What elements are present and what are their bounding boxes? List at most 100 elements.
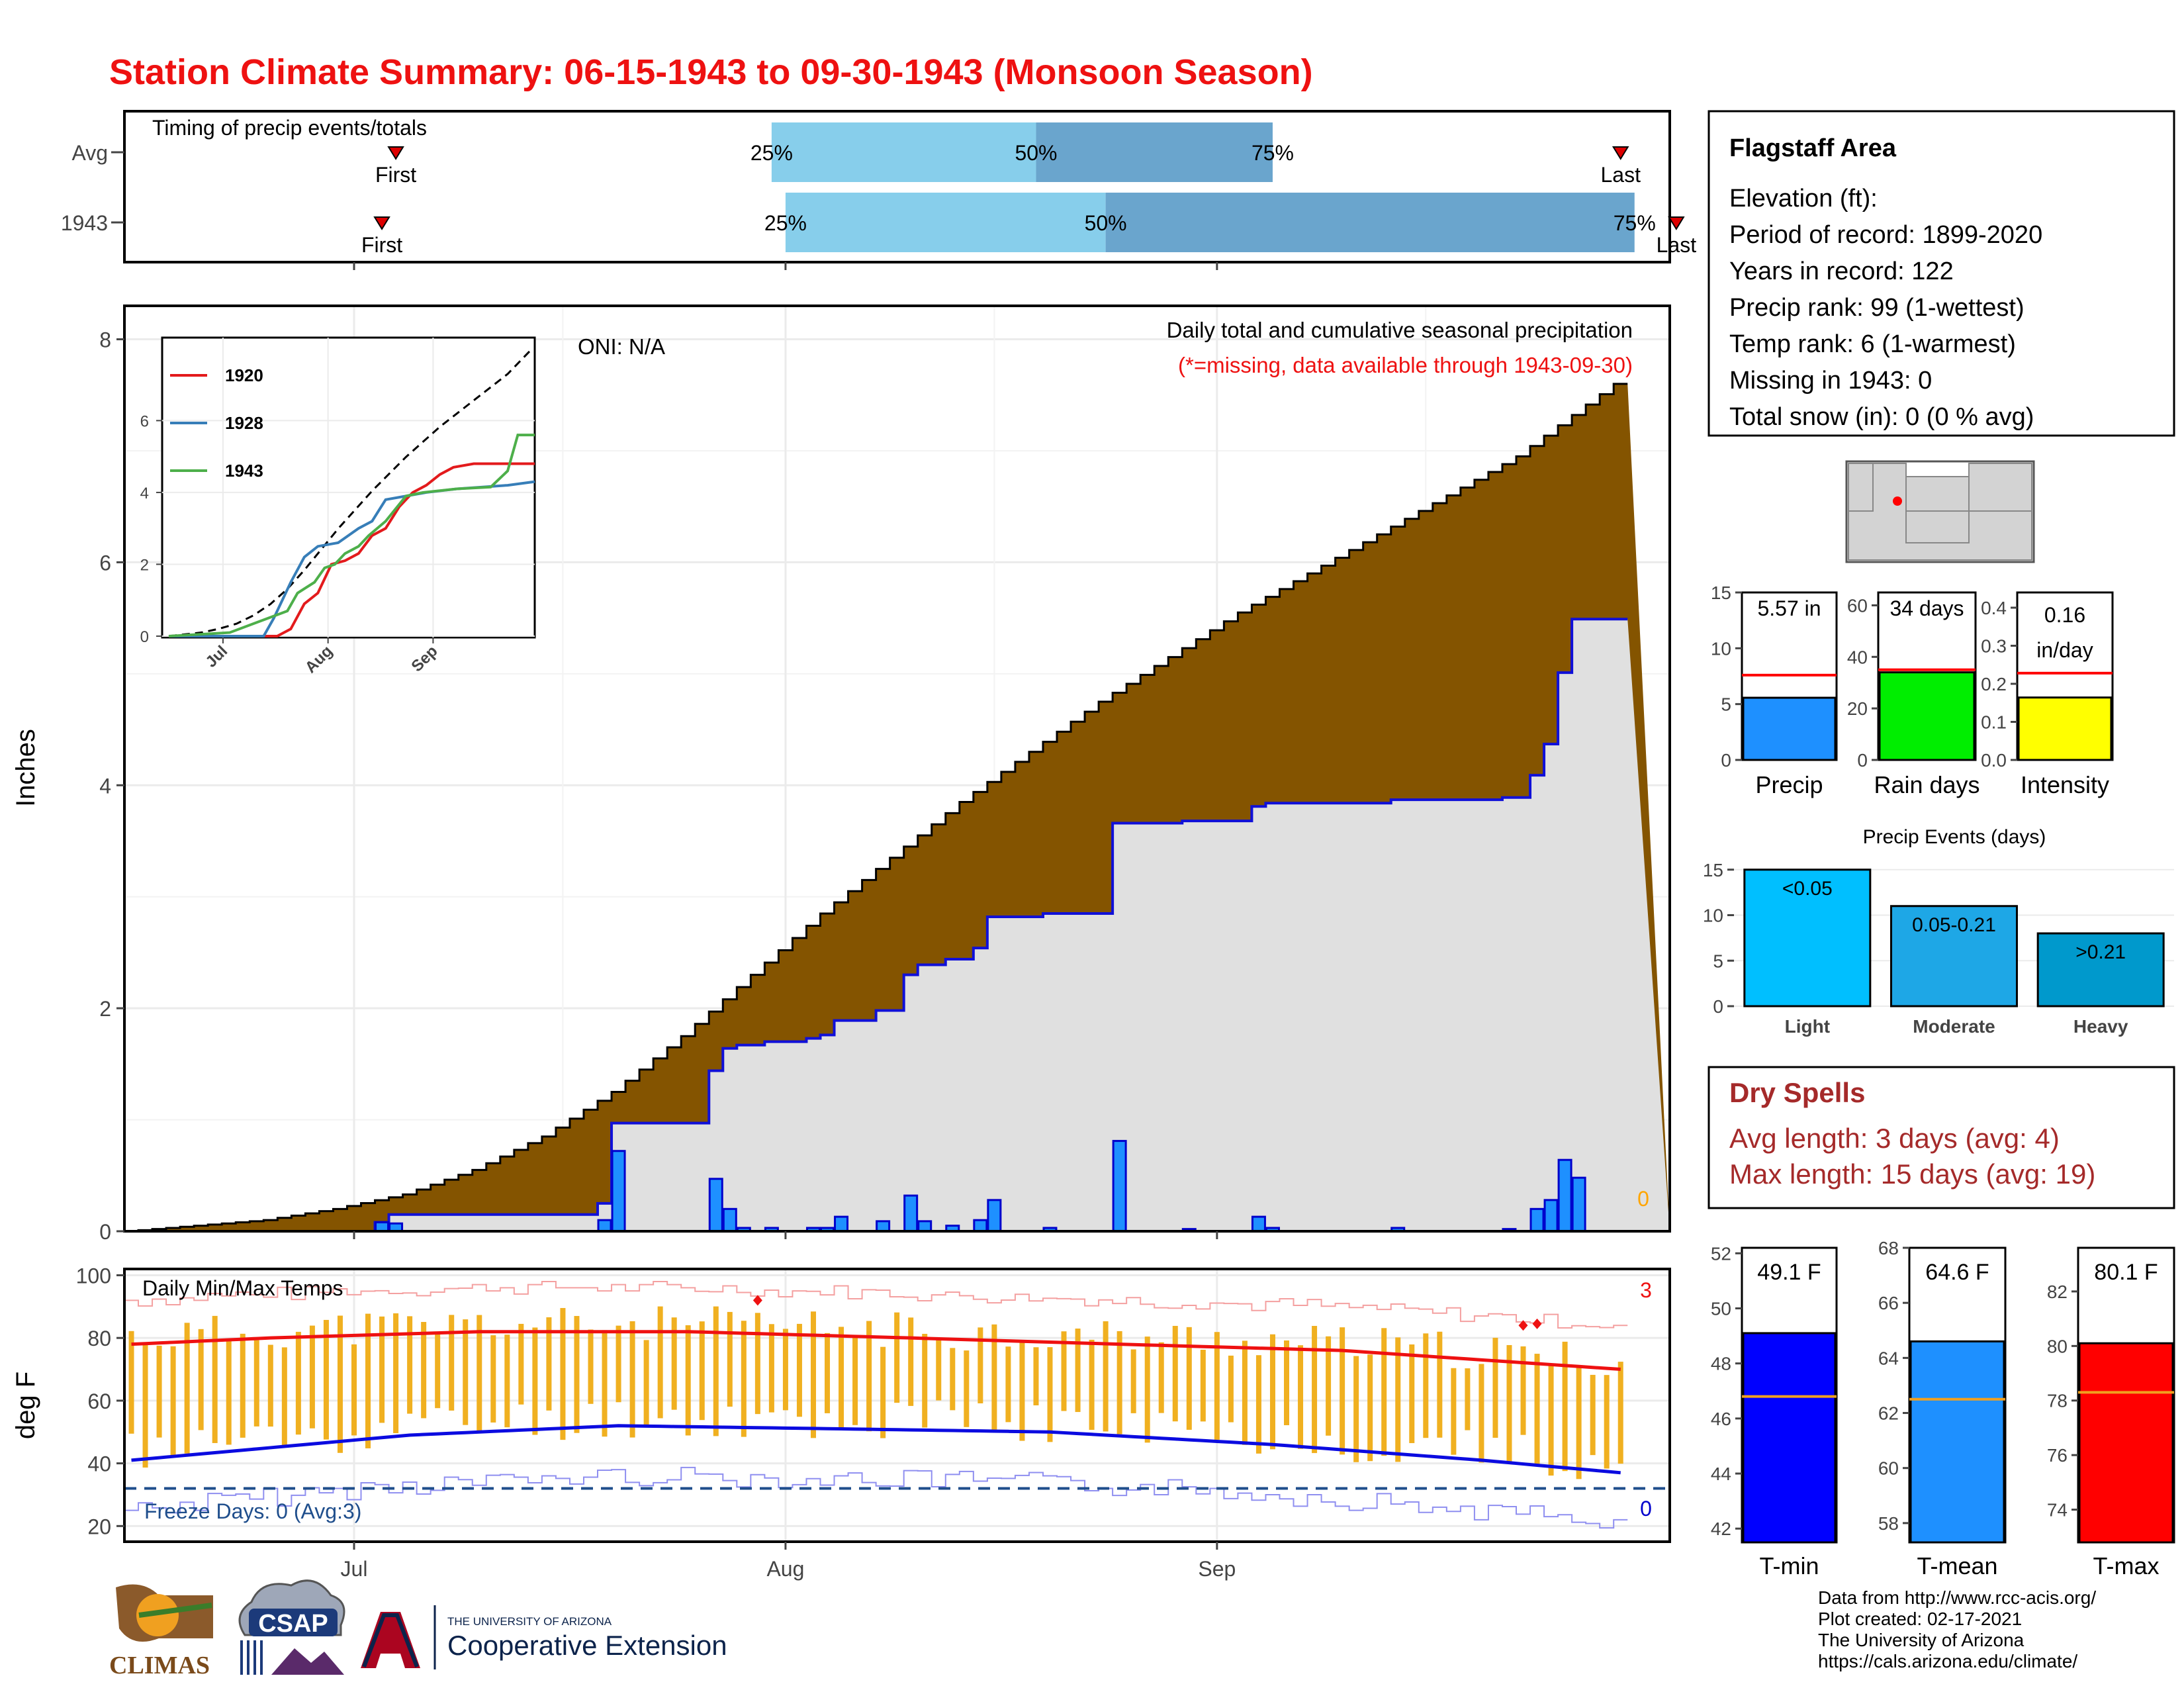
daily-temp-bar bbox=[1047, 1347, 1053, 1442]
daily-temp-bar bbox=[1019, 1341, 1025, 1441]
daily-temp-bar bbox=[950, 1348, 956, 1411]
temperature-panel: 20 40 60 80 100 Jul Aug Sep deg F Daily Min/Max… bbox=[11, 1264, 1671, 1581]
temp-summary-tick-label: 80 bbox=[2047, 1336, 2068, 1356]
temp-summary-label: T-min bbox=[1760, 1552, 1819, 1579]
temp-summary-tick-label: 76 bbox=[2047, 1445, 2068, 1466]
inset-avg-line bbox=[168, 348, 532, 637]
precip-event-category: Heavy bbox=[2073, 1016, 2128, 1037]
station-info-line: Elevation (ft): bbox=[1729, 185, 1878, 212]
summary-tick-label: 0.1 bbox=[1981, 712, 2007, 733]
precip-series bbox=[124, 383, 1670, 1233]
daily-temp-bar bbox=[1506, 1344, 1512, 1463]
university-of-arizona-logo: THE UNIVERSITY OF ARIZONA Cooperative Ex… bbox=[361, 1605, 727, 1669]
precip-y-tick-label: 6 bbox=[99, 551, 111, 575]
daily-temp-bar bbox=[1005, 1346, 1011, 1423]
daily-precip-bar bbox=[708, 1178, 723, 1233]
record-low-count: 0 bbox=[1640, 1497, 1652, 1521]
daily-temp-bar bbox=[393, 1313, 399, 1433]
daily-temp-bar bbox=[1116, 1331, 1122, 1434]
temp-y-tick-label: 60 bbox=[87, 1389, 111, 1413]
temp-x-tick-label: Jul bbox=[341, 1557, 368, 1581]
station-info-line: Temp rank: 6 (1-warmest) bbox=[1729, 330, 2016, 358]
daily-temp-bar bbox=[727, 1311, 733, 1407]
summary-bar-intensity bbox=[2017, 696, 2113, 761]
daily-temp-bar bbox=[1130, 1349, 1136, 1413]
daily-temp-bar bbox=[908, 1317, 914, 1406]
station-info-line: Missing in 1943: 0 bbox=[1729, 367, 1932, 395]
events-tick-label: 5 bbox=[1713, 951, 1723, 971]
summary-tick-label: 15 bbox=[1711, 583, 1731, 603]
daily-temp-bar bbox=[1255, 1355, 1261, 1454]
daily-temp-bar bbox=[671, 1317, 677, 1410]
timing-rows: Avg 25% 50% 75% First Last 1943 25% 50% 75% First L… bbox=[61, 122, 1696, 270]
first-event-label: First bbox=[361, 233, 402, 257]
daily-temp-bar bbox=[1269, 1334, 1275, 1450]
precip-event-bar-label: 0.05-0.21 bbox=[1912, 914, 1996, 936]
ua-logo-big-text: Cooperative Extension bbox=[447, 1630, 727, 1661]
daily-temp-bar bbox=[435, 1333, 441, 1409]
daily-temp-bar bbox=[1089, 1339, 1095, 1430]
temp-summary-label: T-mean bbox=[1917, 1552, 1997, 1579]
precip-annotation: Daily total and cumulative seasonal prec… bbox=[1167, 318, 1633, 342]
precip-event-bar-label: >0.21 bbox=[2075, 941, 2126, 963]
temp-summary-tick-label: 50 bbox=[1711, 1298, 1731, 1319]
events-tick-label: 10 bbox=[1703, 906, 1723, 926]
ua-logo-small-text: THE UNIVERSITY OF ARIZONA bbox=[447, 1615, 612, 1628]
daily-temp-bar bbox=[1617, 1362, 1623, 1464]
daily-temp-bar bbox=[184, 1323, 190, 1454]
dry-spells-avg: Avg length: 3 days (avg: 4) bbox=[1729, 1123, 2060, 1154]
daily-temp-bar bbox=[365, 1313, 371, 1448]
daily-temp-bar bbox=[309, 1325, 315, 1429]
daily-temp-bar bbox=[267, 1344, 273, 1427]
dry-spells-box: Dry Spells Avg length: 3 days (avg: 4) M… bbox=[1707, 1066, 2175, 1209]
daily-temp-bar bbox=[1186, 1327, 1192, 1430]
precip-missing-note: (*=missing, data available through 1943-… bbox=[1178, 353, 1633, 377]
daily-precip-bar bbox=[1571, 1176, 1586, 1233]
precip-panel: 0 2 4 6 8 Inches Daily total and cumulative … bbox=[11, 305, 1671, 1244]
temp-summary-bar-t-min bbox=[1742, 1332, 1837, 1544]
daily-precip-bar bbox=[903, 1194, 919, 1233]
dry-spells-title: Dry Spells bbox=[1729, 1077, 1865, 1108]
daily-temp-bar bbox=[477, 1315, 482, 1433]
daily-temp-bar bbox=[1242, 1340, 1248, 1445]
daily-temp-bar bbox=[1534, 1354, 1540, 1466]
summary-bar-charts: 0 5 10 15 5.57 in Precip 0 20 40 60 34 days Rain da… bbox=[1711, 583, 2114, 798]
precip-y-tick-label: 2 bbox=[99, 997, 111, 1021]
temp-summary-value: 49.1 F bbox=[1757, 1260, 1821, 1285]
daily-temp-bar bbox=[1604, 1375, 1610, 1469]
daily-temp-bar bbox=[894, 1312, 900, 1403]
daily-temp-bar bbox=[449, 1315, 455, 1411]
temp-panel-title: Daily Min/Max Temps bbox=[142, 1276, 343, 1300]
temp-summary-bar-t-mean bbox=[1909, 1340, 2005, 1544]
summary-tick-label: 0.2 bbox=[1981, 674, 2007, 694]
footer-line: https://cals.arizona.edu/climate/ bbox=[1818, 1651, 2077, 1671]
record-high-marker bbox=[1518, 1320, 1528, 1331]
daily-temp-bar bbox=[643, 1340, 649, 1426]
daily-temp-bar bbox=[782, 1329, 788, 1411]
precip-events-chart: Precip Events (days) <0.05 Light 0.05-0.21… bbox=[1703, 826, 2174, 1037]
daily-temp-bar bbox=[1479, 1364, 1484, 1463]
daily-precip-bar bbox=[834, 1215, 849, 1233]
station-info-box: Flagstaff Area Elevation (ft): Period of … bbox=[1707, 110, 2175, 437]
daily-temp-bar bbox=[198, 1329, 204, 1430]
temp-summary-tick-label: 52 bbox=[1711, 1243, 1731, 1264]
year-cumulative-area bbox=[124, 619, 1670, 1231]
location-map bbox=[1845, 460, 2035, 563]
precip-y-tick-label: 0 bbox=[99, 1220, 111, 1244]
daily-temp-bar bbox=[1492, 1337, 1498, 1438]
daily-precip-bar bbox=[375, 1221, 390, 1233]
daily-temp-bar bbox=[1172, 1325, 1178, 1422]
summary-tick-label: 5 bbox=[1721, 694, 1731, 715]
climas-logo: CLIMAS bbox=[109, 1584, 213, 1679]
summary-tick-label: 60 bbox=[1847, 595, 1868, 616]
daily-temp-bar bbox=[337, 1315, 343, 1453]
daily-temp-bar bbox=[657, 1306, 663, 1419]
daily-temp-bar bbox=[295, 1331, 301, 1435]
daily-precip-bar bbox=[1543, 1199, 1559, 1233]
station-name: Flagstaff Area bbox=[1729, 134, 1897, 162]
temp-y-axis-label: deg F bbox=[11, 1372, 40, 1439]
daily-temp-bar bbox=[768, 1324, 774, 1413]
timing-label-50: 50% bbox=[1085, 211, 1127, 235]
temp-summary-tick-label: 64 bbox=[1878, 1348, 1899, 1368]
timing-bar-50-75 bbox=[1036, 122, 1273, 182]
